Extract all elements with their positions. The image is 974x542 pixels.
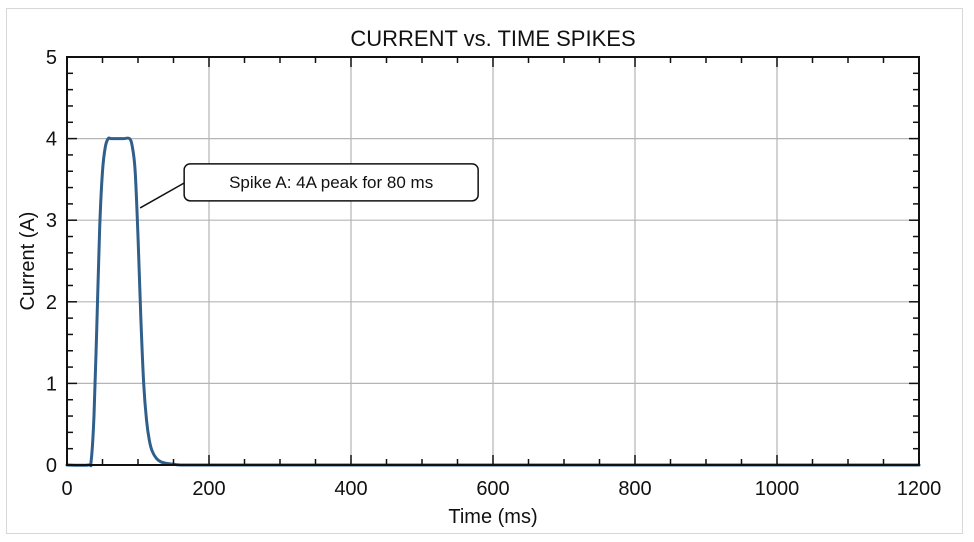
x-tick-label: 1200	[897, 478, 942, 500]
annotation-spike-a: Spike A: 4A peak for 80 ms	[183, 163, 479, 202]
y-axis-label: Current (A)	[17, 212, 39, 311]
annotation-box	[183, 163, 479, 202]
y-tick-label: 3	[46, 210, 57, 232]
y-tick-label: 0	[46, 455, 57, 477]
figure-frame	[6, 8, 963, 534]
y-tick-label: 5	[46, 47, 57, 69]
y-tick-label: 1	[46, 373, 57, 395]
x-axis-label: Time (ms)	[448, 506, 537, 528]
axis-ticks	[66, 56, 920, 466]
y-tick-labels: 0 1 2 3 4 5	[46, 47, 57, 477]
x-tick-label: 1000	[755, 478, 800, 500]
y-tick-label: 2	[46, 292, 57, 314]
y-tick-label: 4	[46, 129, 57, 151]
x-tick-label: 800	[618, 478, 651, 500]
annotation-text: Spike A: 4A peak for 80 ms	[229, 173, 433, 192]
annotation-leader-line	[139, 181, 187, 209]
x-tick-label: 200	[192, 478, 225, 500]
x-tick-label: 400	[334, 478, 367, 500]
chart-title: CURRENT vs. TIME SPIKES	[350, 26, 635, 51]
grid-lines	[67, 57, 919, 465]
x-tick-label: 0	[61, 478, 72, 500]
x-tick-labels: 0 200 400 600 800 1000 1200	[61, 478, 941, 500]
x-tick-label: 600	[476, 478, 509, 500]
annotations: Spike A: 4A peak for 80 ms	[139, 163, 479, 209]
